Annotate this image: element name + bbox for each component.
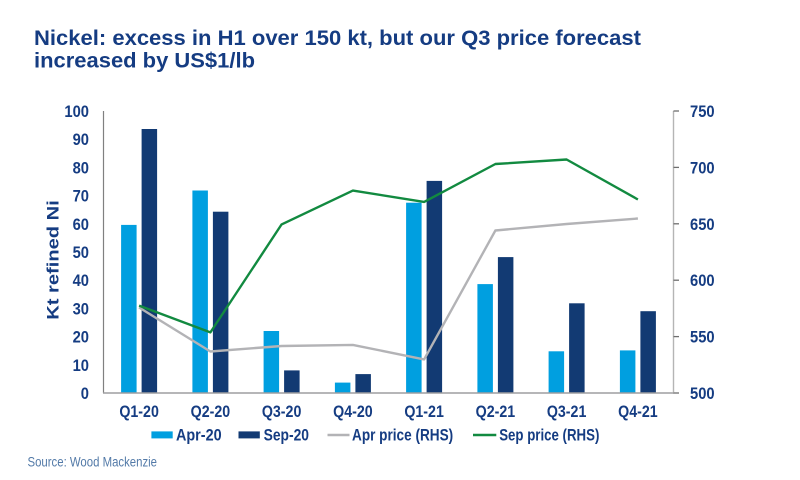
svg-text:Nickel: excess in H1 over 150: Nickel: excess in H1 over 150 kt, but ou…	[34, 27, 641, 50]
svg-text:Kt refined Ni: Kt refined Ni	[44, 200, 63, 320]
svg-text:70: 70	[73, 187, 89, 206]
svg-text:Q4-20: Q4-20	[333, 402, 373, 421]
svg-text:Q1-21: Q1-21	[404, 402, 444, 421]
svg-text:Sep-20: Sep-20	[264, 426, 309, 445]
svg-text:Sep price (RHS): Sep price (RHS)	[499, 426, 599, 445]
svg-text:Q2-20: Q2-20	[191, 402, 231, 421]
svg-text:Q1-20: Q1-20	[119, 402, 159, 421]
svg-text:750: 750	[690, 102, 715, 121]
svg-text:Q4-21: Q4-21	[618, 402, 658, 421]
svg-text:700: 700	[690, 158, 715, 177]
svg-text:650: 650	[690, 215, 715, 234]
svg-text:Apr-20: Apr-20	[176, 426, 222, 445]
svg-text:550: 550	[690, 328, 715, 347]
svg-text:80: 80	[73, 158, 89, 177]
svg-text:20: 20	[73, 328, 89, 347]
svg-text:Apr price (RHS): Apr price (RHS)	[352, 426, 453, 445]
svg-text:30: 30	[73, 299, 89, 318]
svg-text:Q3-20: Q3-20	[262, 402, 302, 421]
svg-text:0: 0	[81, 384, 89, 403]
svg-text:10: 10	[73, 356, 89, 375]
svg-text:500: 500	[690, 384, 715, 403]
svg-text:600: 600	[690, 271, 715, 290]
svg-text:50: 50	[73, 243, 89, 262]
svg-text:Source: Wood Mackenzie: Source: Wood Mackenzie	[28, 455, 158, 471]
svg-text:Q2-21: Q2-21	[476, 402, 516, 421]
svg-text:40: 40	[73, 271, 89, 290]
svg-text:Q3-21: Q3-21	[547, 402, 587, 421]
svg-text:60: 60	[73, 215, 89, 234]
svg-text:90: 90	[73, 130, 89, 149]
svg-text:increased by US$1/lb: increased by US$1/lb	[34, 50, 255, 73]
svg-text:100: 100	[64, 102, 89, 121]
